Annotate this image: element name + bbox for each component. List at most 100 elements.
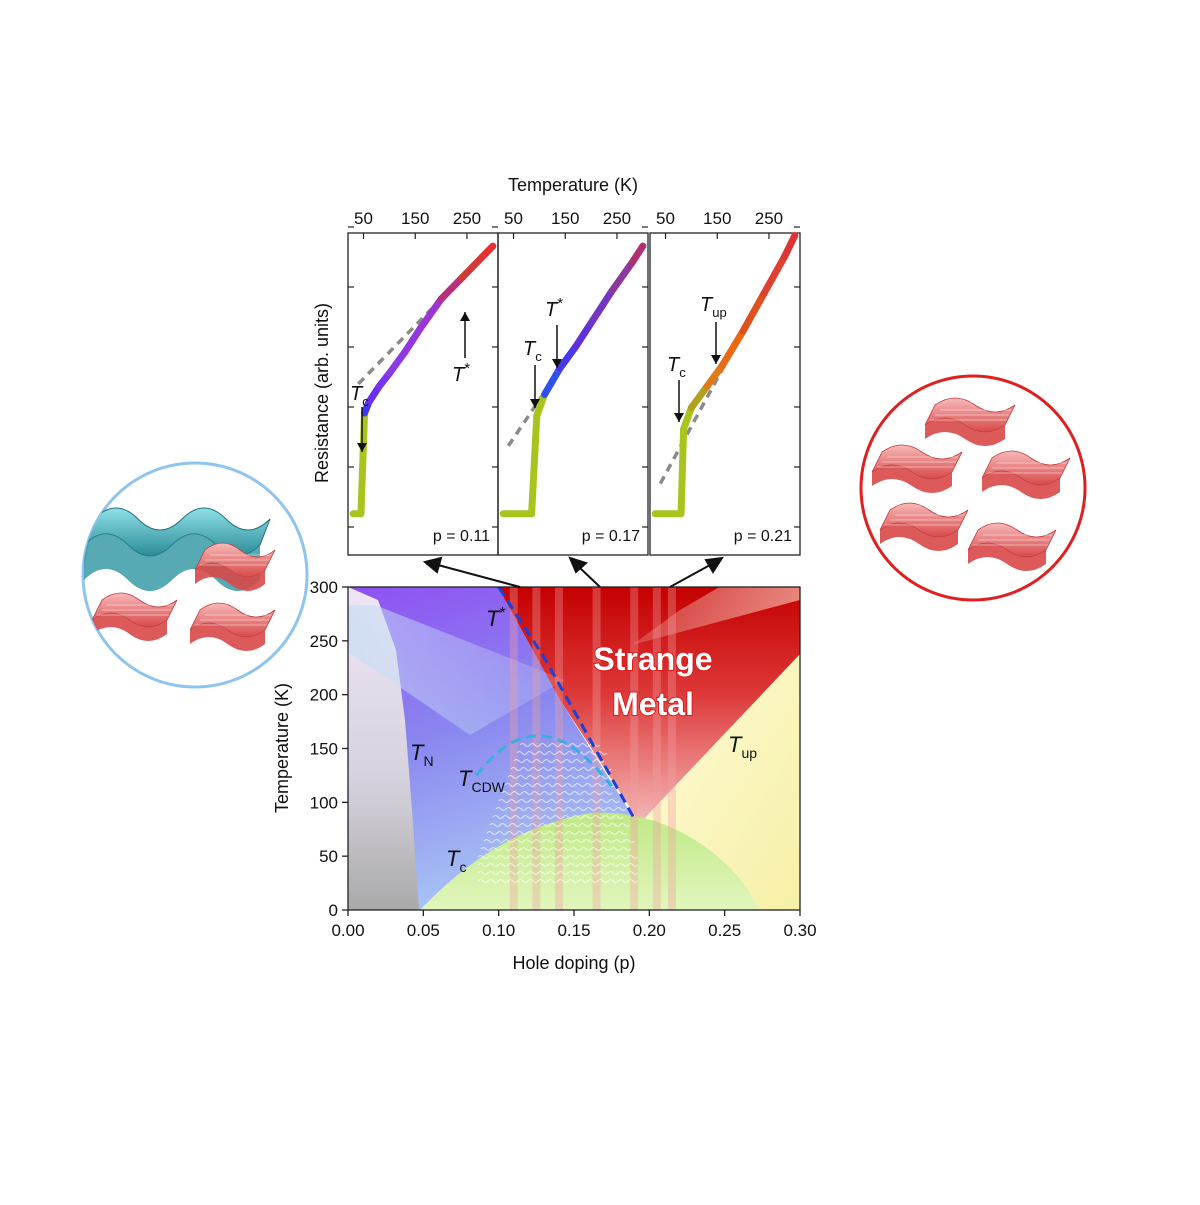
phase-y-axis-title: Temperature (K) xyxy=(272,683,292,813)
cdw-wave xyxy=(495,807,627,811)
phase-y-tick-label: 300 xyxy=(310,578,338,597)
resistance-curve-segment xyxy=(572,319,595,351)
doping-stripe xyxy=(592,587,601,910)
doping-stripes xyxy=(509,587,676,910)
charge-ripple-icon xyxy=(924,397,1016,446)
inset-x-tick-label: 150 xyxy=(703,209,731,228)
doping-stripe xyxy=(630,587,639,910)
cdw-wave xyxy=(483,839,635,843)
connector-arrows xyxy=(422,556,724,588)
resistance-insets: Temperature (K) Resistance (arb. units) … xyxy=(312,175,801,556)
cdw-wave xyxy=(501,791,613,795)
cdw-wave xyxy=(498,799,620,803)
charge-ripple-icon xyxy=(189,602,276,651)
charge-ripple-icon xyxy=(879,502,969,551)
doping-stripe xyxy=(667,587,676,910)
left-magnifier xyxy=(81,461,309,689)
t-cdw-line xyxy=(474,734,613,788)
inset-arrow-head xyxy=(460,312,470,321)
antiferromagnet-region xyxy=(348,587,419,910)
inset-x-tick-label: 150 xyxy=(551,209,579,228)
resistance-curve-segment xyxy=(528,412,541,518)
charge-ripple-icon xyxy=(981,450,1071,499)
inset-x-tick-label: 50 xyxy=(656,209,675,228)
resistance-curve-segment xyxy=(587,287,616,327)
inset-temperature-label: T* xyxy=(545,295,563,321)
cdw-wave xyxy=(486,831,628,835)
superconducting-dome xyxy=(420,812,760,910)
t-star-line xyxy=(497,587,636,820)
inset-panel-frame xyxy=(649,232,801,556)
resistance-curve-segment xyxy=(703,361,726,391)
t-up-label: Tup xyxy=(728,732,757,761)
resistance-curve-segment xyxy=(739,290,768,335)
strange-metal-line2: Metal xyxy=(612,686,694,722)
left-highlight-beam xyxy=(348,605,565,735)
resistance-curve-segment xyxy=(401,324,424,356)
resistance-curve-segment xyxy=(541,364,564,398)
resistance-curve-segment xyxy=(677,425,688,518)
right-magnifier xyxy=(859,374,1087,602)
phase-y-tick-label: 250 xyxy=(310,632,338,651)
inset-temperature-label: T* xyxy=(452,360,470,386)
cdw-wave xyxy=(504,783,616,787)
doping-label: p = 0.11 xyxy=(433,528,490,545)
phase-x-tick-label: 0.25 xyxy=(708,921,741,940)
charge-ripple-icon xyxy=(967,522,1057,571)
cdw-wave-pattern xyxy=(477,743,639,883)
resistance-curve-segment xyxy=(437,274,466,303)
resistance-curve-segment xyxy=(416,295,445,332)
phase-y-tick-label: 0 xyxy=(329,901,338,920)
doping-stripe xyxy=(554,587,563,910)
inset-x-tick-label: 250 xyxy=(603,209,631,228)
strange-metal-line1: Strange xyxy=(593,641,712,677)
phase-y-tick-label: 100 xyxy=(310,793,338,812)
t-n-label: TN xyxy=(410,740,434,769)
inset-x-tick-label: 250 xyxy=(453,209,481,228)
cdw-wave xyxy=(507,775,609,779)
inset-x-tick-label: 50 xyxy=(354,209,373,228)
resistance-curve-segment xyxy=(357,409,369,518)
resistance-curve-segment xyxy=(533,391,549,420)
doping-stripe xyxy=(509,587,518,910)
t-cdw-label: TCDW xyxy=(458,766,506,795)
cdw-wave xyxy=(480,847,632,851)
cdw-wave xyxy=(516,751,608,755)
resistance-curve-segment xyxy=(680,404,695,433)
cdw-wave xyxy=(489,823,631,827)
inset-x-tick-label: 150 xyxy=(401,209,429,228)
phase-diagram: 0.00 0.05 0.10 0.15 0.20 0.25 0.30 0 50 100 150 200… xyxy=(272,556,817,973)
cdw-wave xyxy=(477,871,639,875)
t-c-label: Tc xyxy=(446,846,466,875)
resistance-curve-segment xyxy=(760,253,788,298)
resistance-curve-segment xyxy=(478,242,497,261)
resistance-curve-segment xyxy=(718,327,747,369)
inset-temperature-label: Tc xyxy=(523,338,542,364)
inset-x-tick-label: 250 xyxy=(755,209,783,228)
cdw-wave xyxy=(519,743,601,747)
doping-stripe xyxy=(652,587,661,910)
resistance-curve-segment xyxy=(608,258,636,295)
inset-temperature-label: Tc xyxy=(667,354,686,380)
cdw-wave xyxy=(510,767,612,771)
cdw-wave xyxy=(492,815,624,819)
resistance-curve-segment xyxy=(628,242,647,266)
doping-label: p = 0.17 xyxy=(582,528,640,545)
inset-arrow-head xyxy=(357,443,367,452)
inset-arrow-head xyxy=(674,413,684,422)
phase-x-tick-label: 0.15 xyxy=(557,921,590,940)
inset-arrow-head xyxy=(711,355,721,364)
charge-ripple-icon xyxy=(91,592,178,641)
charge-ripple-icon xyxy=(871,444,963,493)
resistance-curve-segment xyxy=(458,253,486,282)
resistance-curve-segment xyxy=(687,383,711,412)
resistance-curve-segment xyxy=(556,343,580,372)
phase-x-tick-label: 0.05 xyxy=(407,921,440,940)
cdw-wave xyxy=(477,863,639,867)
right-highlight-beam xyxy=(632,587,800,645)
inset-panel-frame xyxy=(497,232,649,556)
phase-x-axis-title: Hole doping (p) xyxy=(512,953,635,973)
inset-temperature-label: Tup xyxy=(700,294,727,320)
